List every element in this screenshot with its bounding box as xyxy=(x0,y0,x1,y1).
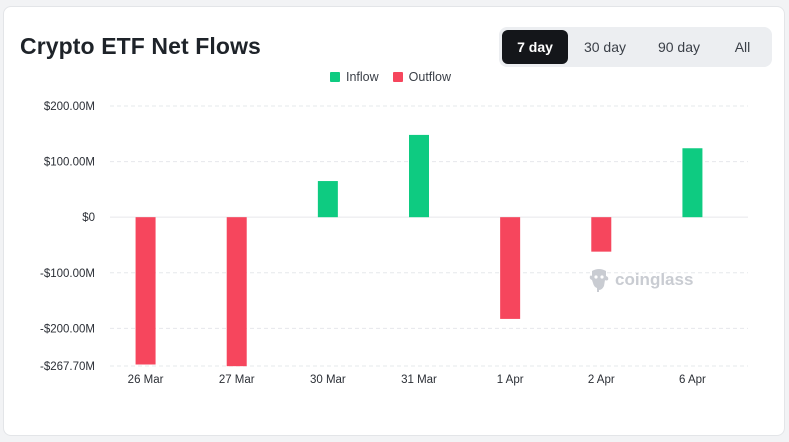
y-tick-label: $200.00M xyxy=(44,101,95,113)
x-tick-label: 1 Apr xyxy=(497,374,524,386)
bars xyxy=(135,134,703,367)
y-tick-label: -$267.70M xyxy=(40,361,95,373)
watermark-text: coinglass xyxy=(615,270,694,289)
legend-label-outflow: Outflow xyxy=(408,70,452,84)
y-tick-label: $0 xyxy=(82,212,95,224)
x-tick-label: 6 Apr xyxy=(679,374,706,386)
tab-90-day[interactable]: 90 day xyxy=(657,39,701,55)
bar-30-mar[interactable] xyxy=(317,181,338,218)
x-tick-label: 31 Mar xyxy=(401,374,437,386)
tab-all[interactable]: All xyxy=(734,39,751,55)
y-tick-label: $100.00M xyxy=(44,157,95,169)
x-tick-label: 30 Mar xyxy=(310,374,346,386)
y-tick-label: -$100.00M xyxy=(40,268,95,280)
legend-item-inflow[interactable]: Inflow xyxy=(330,70,379,84)
page-title: Crypto ETF Net Flows xyxy=(20,33,261,59)
bar-6-apr[interactable] xyxy=(682,148,703,218)
tab-7-day[interactable]: 7 day xyxy=(502,30,568,64)
bar-26-mar[interactable] xyxy=(135,217,156,365)
legend-label-inflow: Inflow xyxy=(346,70,379,84)
x-tick-label: 27 Mar xyxy=(219,374,255,386)
time-range-tabs: 7 day 30 day 90 day All xyxy=(499,27,772,67)
legend-item-outflow[interactable]: Outflow xyxy=(392,70,452,84)
y-axis-tick-labels: $200.00M $100.00M $0 -$100.00M -$200.00M -$26… xyxy=(40,101,95,373)
coinglass-logo-icon xyxy=(589,269,609,292)
y-tick-label: -$200.00M xyxy=(40,323,95,335)
x-axis-tick-labels: 26 Mar 27 Mar 30 Mar 31 Mar 1 Apr 2 Apr 6 Apr xyxy=(128,374,706,386)
watermark: coinglass xyxy=(588,268,693,292)
bar-31-mar[interactable] xyxy=(409,134,429,218)
x-tick-label: 26 Mar xyxy=(128,374,164,386)
legend-swatch-outflow xyxy=(392,72,403,82)
tab-30-day[interactable]: 30 day xyxy=(583,39,627,55)
bar-1-apr[interactable] xyxy=(500,217,521,319)
bar-2-apr[interactable] xyxy=(591,217,612,252)
x-tick-label: 2 Apr xyxy=(588,374,615,386)
chart-legend: Inflow Outflow xyxy=(330,70,465,84)
legend-swatch-inflow xyxy=(330,72,340,82)
bar-27-mar[interactable] xyxy=(226,217,247,367)
